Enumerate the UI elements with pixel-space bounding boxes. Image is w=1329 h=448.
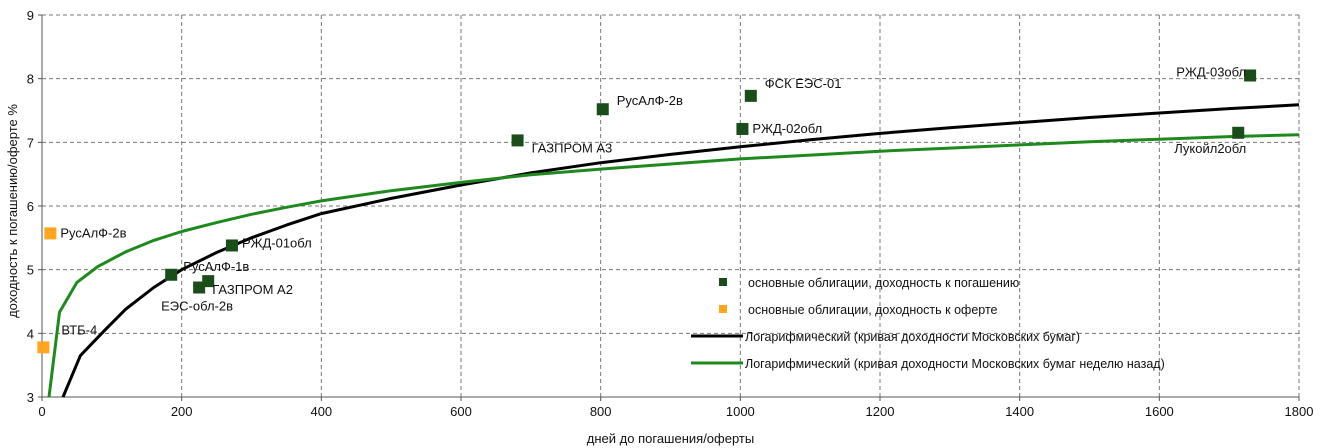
legend-label: Логарифмический (кривая доходности Моско… — [745, 357, 1165, 371]
x-axis-title: дней до погашения/оферты — [587, 431, 754, 446]
data-point — [596, 103, 609, 116]
data-point — [225, 239, 238, 252]
trend-lines — [47, 103, 1300, 398]
point-label: РусАлФ-2в — [60, 225, 126, 240]
point-label: РЖД-03обл — [1176, 64, 1246, 79]
point-label: РусАлФ-1в — [183, 259, 249, 274]
x-tick-label: 1800 — [1285, 404, 1314, 419]
y-tick-label: 7 — [27, 135, 34, 150]
data-point — [744, 89, 757, 102]
x-tick-label: 800 — [590, 404, 612, 419]
point-label: ВТБ-4 — [61, 322, 97, 337]
legend: основные облигации, доходность к погашен… — [691, 276, 1165, 371]
legend-marker — [719, 305, 727, 313]
point-label: ЕЭС-обл-2в — [161, 298, 233, 313]
x-tick-label: 1600 — [1145, 404, 1174, 419]
data-point — [1244, 69, 1257, 82]
point-label: РЖД-02обл — [752, 121, 822, 136]
data-point — [511, 134, 524, 147]
x-tick-label: 600 — [450, 404, 472, 419]
point-label: Лукойл2обл — [1174, 141, 1246, 156]
x-tick-label: 1000 — [726, 404, 755, 419]
data-point — [37, 341, 50, 354]
data-point — [165, 268, 178, 281]
y-tick-label: 4 — [27, 326, 34, 341]
legend-label: основные облигации, доходность к погашен… — [748, 276, 1019, 290]
point-label: ФСК ЕЭС-01 — [765, 76, 842, 91]
legend-label: основные облигации, доходность к оферте — [748, 303, 998, 317]
x-tick-label: 200 — [171, 404, 193, 419]
x-tick-label: 0 — [38, 404, 45, 419]
series-line-3 — [47, 133, 1300, 398]
x-tick-label: 1400 — [1005, 404, 1034, 419]
point-label: РусАлФ-2в — [617, 93, 683, 108]
legend-marker — [719, 278, 727, 286]
y-axis-title: доходность к погашению/оферте % — [5, 104, 20, 318]
legend-label: Логарифмический (кривая доходности Моско… — [745, 330, 1080, 344]
y-tick-label: 6 — [27, 199, 34, 214]
axes: 3 4 5 6 7 8 9 0 200 400 600 800 1000 1200 1400 1600 1800 — [27, 8, 1314, 419]
point-label: ГАЗПРОМ А2 — [212, 282, 293, 297]
data-point — [202, 275, 215, 288]
data-point — [736, 122, 749, 135]
data-point — [1232, 126, 1245, 139]
y-tick-label: 3 — [27, 390, 34, 405]
point-label: РЖД-01обл — [242, 235, 312, 250]
data-point — [193, 281, 206, 294]
point-label: ГАЗПРОМ А3 — [532, 140, 613, 155]
y-tick-label: 9 — [27, 8, 34, 23]
y-tick-label: 5 — [27, 263, 34, 278]
x-tick-label: 400 — [310, 404, 332, 419]
grid — [42, 14, 1300, 397]
series-line-2 — [61, 103, 1300, 398]
data-point — [44, 227, 57, 240]
y-tick-label: 8 — [27, 72, 34, 87]
x-tick-label: 1200 — [866, 404, 895, 419]
